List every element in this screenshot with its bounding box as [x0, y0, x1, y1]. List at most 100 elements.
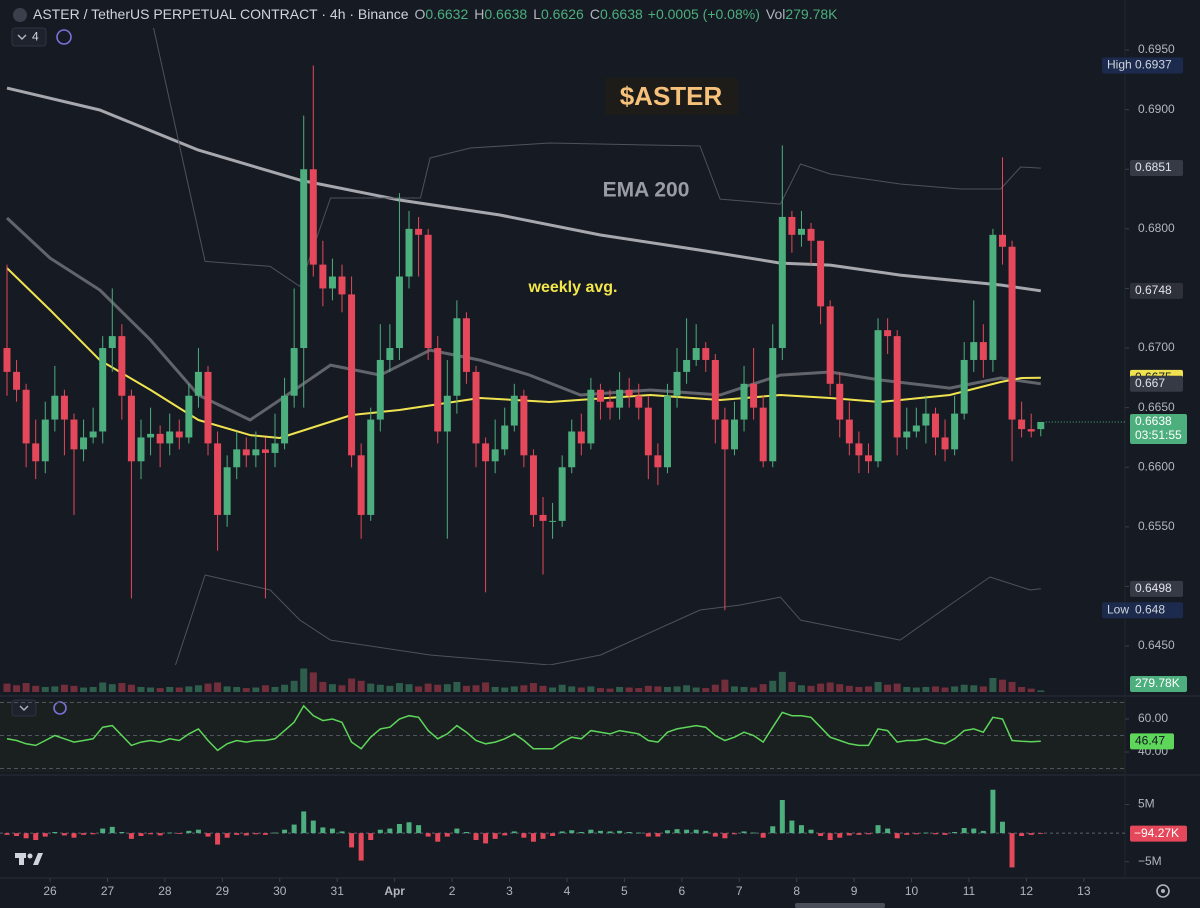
macd-bar: [167, 832, 173, 834]
candle-body: [960, 359, 968, 414]
volume-bar: [166, 686, 174, 692]
volume-bar: [41, 686, 49, 692]
x-tick-label: 29: [216, 884, 230, 898]
candle-body: [1037, 421, 1045, 430]
candle-body: [970, 342, 978, 360]
volume-bar: [989, 678, 997, 692]
legend-key: C: [590, 6, 600, 22]
volume-bar: [836, 684, 844, 692]
candle-body: [472, 371, 480, 444]
badge-value: 0.667: [1135, 376, 1165, 390]
x-tick-label: Apr: [384, 884, 405, 898]
x-tick-label: 26: [43, 884, 57, 898]
candle-body: [233, 449, 241, 468]
candle-body: [510, 395, 518, 426]
scrollbar[interactable]: [795, 903, 885, 908]
candle-body: [60, 395, 68, 420]
legend-value: 0.6626: [541, 6, 584, 22]
volume-bar: [855, 686, 863, 692]
candle-body: [482, 443, 490, 462]
indicator-toggle[interactable]: [11, 27, 47, 47]
candle-body: [759, 407, 767, 462]
annotation: $ASTER: [620, 81, 723, 111]
macd-bar: [645, 833, 651, 837]
candle-body: [319, 264, 327, 289]
candle-body: [175, 431, 183, 438]
volume-bar: [300, 668, 308, 692]
macd-bar: [358, 833, 364, 861]
macd-bar: [664, 830, 670, 834]
x-tick-label: 4: [564, 884, 571, 898]
macd-bar: [913, 833, 919, 835]
macd-bar: [1009, 833, 1015, 868]
macd-bar: [463, 832, 469, 834]
candle-body: [300, 169, 308, 349]
macd-bar: [540, 833, 546, 839]
volume-bar: [606, 688, 614, 692]
volume-bar: [99, 682, 107, 692]
sync-icon[interactable]: [56, 29, 72, 45]
volume-bar: [242, 688, 250, 692]
volume-bar: [233, 686, 241, 692]
volume-bar: [654, 686, 662, 692]
candle-body: [845, 419, 853, 444]
volume-bar: [434, 684, 442, 692]
indicator-toggle[interactable]: [11, 699, 37, 717]
macd-bar: [119, 832, 125, 834]
legend-key: O: [415, 6, 426, 22]
macd-bar: [473, 833, 479, 840]
macd-bar: [1019, 833, 1025, 836]
volume-bar: [127, 684, 135, 692]
badge-label: High: [1107, 58, 1132, 72]
macd-bar: [100, 828, 106, 834]
x-tick-label: 31: [331, 884, 345, 898]
badge-value: 46.47: [1135, 734, 1165, 748]
macd-bar: [980, 830, 986, 834]
candle-body: [654, 455, 662, 468]
volume-bar: [625, 687, 633, 692]
macd-bar: [712, 833, 718, 837]
volume-bar: [367, 683, 375, 692]
volume-bar: [290, 680, 298, 692]
macd-bar: [33, 833, 39, 840]
macd-bar: [617, 830, 623, 834]
candle-body: [817, 240, 825, 307]
badge-label: Low: [1107, 602, 1129, 616]
volume-bar: [912, 687, 920, 692]
y-tick-label: 0.6800: [1138, 221, 1175, 235]
volume-bar: [1037, 690, 1045, 692]
price-badge: [1130, 413, 1187, 444]
volume-bar: [60, 684, 68, 692]
volume-bar: [194, 685, 202, 692]
volume-bar: [214, 682, 222, 692]
candle-body: [204, 371, 212, 444]
candle-body: [127, 395, 135, 462]
volume-bar: [702, 688, 710, 692]
macd-bar: [521, 833, 527, 838]
settings-icon[interactable]: [1156, 884, 1170, 898]
candle-body: [22, 389, 30, 444]
macd-bar: [425, 833, 431, 837]
candle-body: [797, 228, 805, 235]
macd-bar: [789, 820, 795, 834]
volume-bar: [462, 685, 470, 692]
volume-bar: [252, 687, 260, 692]
candle-body: [214, 443, 222, 515]
volume-bar: [529, 683, 537, 692]
indicator-line: [175, 574, 1041, 665]
volume-bar: [788, 681, 796, 692]
candle-body: [80, 437, 88, 450]
volume-bar: [415, 686, 423, 692]
macd-bar: [195, 829, 201, 834]
macd-bar: [406, 822, 412, 834]
candle-body: [750, 383, 758, 408]
macd-bar: [243, 833, 249, 836]
volume-bar: [281, 684, 289, 692]
symbol-title: ASTER / TetherUS PERPETUAL CONTRACT · 4h…: [33, 6, 409, 22]
volume-bar: [922, 686, 930, 692]
volume-bar: [491, 686, 499, 692]
volume-bar: [769, 680, 777, 692]
candle-body: [395, 276, 403, 349]
candle-body: [769, 348, 777, 462]
